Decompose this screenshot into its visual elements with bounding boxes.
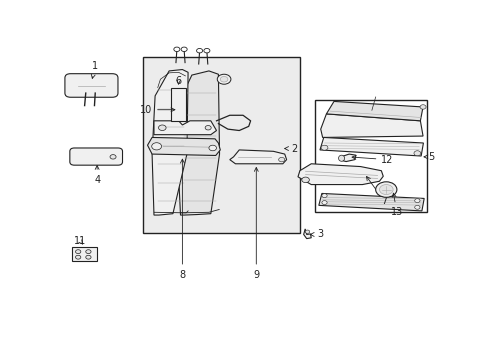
Polygon shape xyxy=(154,121,216,135)
Text: 8: 8 xyxy=(179,159,185,280)
Polygon shape xyxy=(229,150,286,164)
Bar xyxy=(72,247,97,261)
Circle shape xyxy=(208,145,216,151)
Circle shape xyxy=(414,199,419,203)
Bar xyxy=(171,87,186,121)
Circle shape xyxy=(151,143,161,150)
Text: 9: 9 xyxy=(253,167,259,280)
Circle shape xyxy=(196,49,202,53)
Circle shape xyxy=(301,177,309,183)
Circle shape xyxy=(181,47,187,51)
Circle shape xyxy=(321,145,327,150)
Circle shape xyxy=(85,250,91,253)
Bar xyxy=(142,57,299,233)
Circle shape xyxy=(205,126,211,130)
Circle shape xyxy=(85,255,91,259)
Circle shape xyxy=(375,182,396,197)
Circle shape xyxy=(220,76,227,82)
Polygon shape xyxy=(152,69,188,215)
Circle shape xyxy=(173,47,180,51)
Text: 3: 3 xyxy=(310,229,323,239)
Polygon shape xyxy=(320,114,422,138)
Text: 10: 10 xyxy=(140,105,175,115)
Text: 5: 5 xyxy=(423,152,433,162)
Circle shape xyxy=(217,74,230,84)
Circle shape xyxy=(75,255,81,259)
Polygon shape xyxy=(303,229,311,239)
Circle shape xyxy=(379,185,392,194)
Circle shape xyxy=(278,157,284,162)
Bar xyxy=(314,100,426,212)
Circle shape xyxy=(75,250,81,253)
Text: 11: 11 xyxy=(74,236,86,246)
Polygon shape xyxy=(178,71,219,215)
FancyBboxPatch shape xyxy=(65,74,118,97)
Circle shape xyxy=(414,205,419,209)
Circle shape xyxy=(110,155,116,159)
Polygon shape xyxy=(147,138,220,156)
Text: 2: 2 xyxy=(284,144,297,153)
Text: 1: 1 xyxy=(91,61,98,78)
Polygon shape xyxy=(319,138,423,156)
Polygon shape xyxy=(340,154,355,162)
Circle shape xyxy=(305,230,309,233)
Circle shape xyxy=(321,194,326,198)
Circle shape xyxy=(413,151,420,156)
Text: 6: 6 xyxy=(175,76,182,86)
Text: 13: 13 xyxy=(390,193,402,217)
Polygon shape xyxy=(318,193,423,211)
Circle shape xyxy=(203,49,209,53)
Polygon shape xyxy=(326,102,422,121)
Ellipse shape xyxy=(338,155,344,161)
Text: 4: 4 xyxy=(94,166,100,185)
Text: 7: 7 xyxy=(366,176,387,206)
Text: 12: 12 xyxy=(351,155,393,165)
Circle shape xyxy=(419,105,425,109)
Polygon shape xyxy=(297,164,383,185)
Circle shape xyxy=(158,125,166,131)
Circle shape xyxy=(321,201,326,204)
FancyBboxPatch shape xyxy=(70,148,122,165)
